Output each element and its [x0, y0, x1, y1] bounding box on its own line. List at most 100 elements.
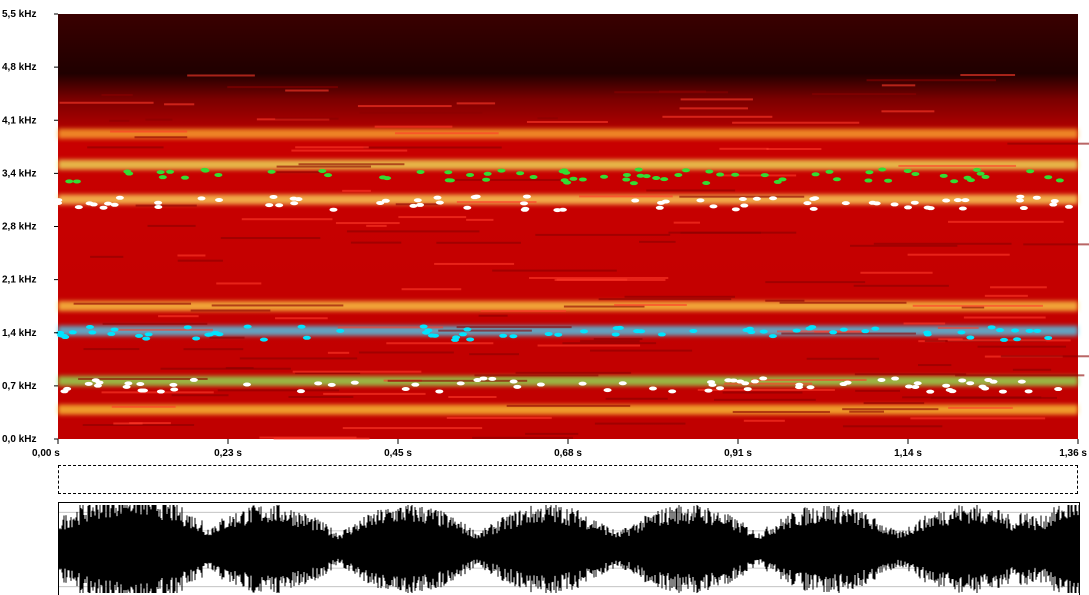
texture-streak [937, 326, 979, 329]
formant-dot [215, 197, 224, 202]
texture-streak [102, 322, 208, 325]
texture-streak [134, 136, 188, 139]
energy-band [58, 404, 1078, 415]
texture-streak [537, 117, 558, 120]
formant-dot [197, 196, 206, 201]
formant-dot [716, 386, 725, 391]
formant-dot [483, 171, 492, 176]
formant-dot [170, 387, 179, 392]
formant-dot [612, 326, 621, 331]
formant-dot [497, 168, 506, 173]
texture-streak [779, 301, 907, 304]
texture-streak [472, 436, 574, 439]
texture-streak [732, 410, 830, 413]
texture-streak [209, 336, 245, 339]
formant-dot [54, 198, 63, 203]
formant-dot [265, 203, 274, 208]
texture-streak [842, 408, 939, 411]
texture-streak [668, 231, 797, 234]
formant-dot [905, 384, 914, 389]
formant-dot [85, 201, 94, 206]
formant-dot [88, 330, 97, 335]
texture-streak [680, 98, 753, 101]
texture-streak [515, 371, 632, 374]
formant-dot [841, 201, 850, 206]
formant-dot [642, 174, 651, 179]
formant-dot [950, 179, 959, 184]
texture-streak [697, 388, 835, 391]
formant-dot [702, 180, 711, 185]
formant-dot [383, 176, 392, 181]
texture-streak [386, 342, 494, 345]
texture-streak [217, 389, 340, 392]
texture-streak [525, 432, 579, 435]
texture-streak [160, 367, 291, 370]
formant-dot [622, 172, 631, 177]
formant-dot [214, 172, 223, 177]
formant-dot [154, 200, 163, 205]
y-tick-label: 5,5 kHz [2, 9, 36, 20]
formant-dot [136, 382, 145, 387]
texture-streak [855, 389, 901, 392]
formant-dot [324, 173, 333, 178]
formant-dot [125, 171, 134, 176]
texture-streak [273, 437, 370, 440]
formant-dot [778, 177, 787, 182]
formant-dot [192, 336, 201, 341]
texture-streak [275, 317, 328, 320]
texture-streak [59, 101, 154, 104]
formant-dot [981, 386, 990, 391]
formant-dot [805, 326, 814, 331]
formant-dot [926, 206, 935, 211]
formant-dot [603, 388, 612, 393]
formant-dot [144, 332, 153, 337]
formant-dot [957, 330, 966, 335]
formant-dot [327, 382, 336, 387]
formant-dot [56, 330, 65, 335]
texture-streak [743, 419, 785, 422]
formant-dot [422, 330, 431, 335]
texture-streak [398, 216, 467, 219]
formant-dot [657, 200, 666, 205]
formant-dot [743, 387, 752, 392]
y-tick-label: 4,1 kHz [2, 115, 36, 126]
formant-dot [1015, 198, 1024, 203]
formant-dot [104, 201, 113, 206]
texture-streak [806, 357, 880, 360]
formant-dot [336, 328, 345, 333]
formant-dot [877, 377, 886, 382]
texture-streak [164, 103, 195, 106]
formant-dot [444, 170, 453, 175]
texture-streak [910, 417, 1046, 420]
texture-streak [342, 427, 483, 430]
texture-streak [1007, 142, 1089, 145]
formant-dot [707, 380, 716, 385]
texture-streak [873, 242, 1012, 245]
texture-streak [395, 132, 499, 135]
formant-dot [689, 328, 698, 333]
formant-dot [302, 335, 311, 340]
formant-dot [189, 377, 198, 382]
formant-dot [923, 330, 932, 335]
formant-dot [629, 181, 638, 186]
formant-dot [674, 172, 683, 177]
texture-streak [881, 110, 935, 113]
formant-dot [911, 171, 920, 176]
formant-dot [759, 376, 768, 381]
formant-dot [637, 329, 646, 334]
texture-streak [679, 107, 748, 110]
texture-streak [295, 146, 369, 149]
formant-dot [1013, 337, 1022, 342]
formant-dot [558, 169, 567, 174]
texture-streak [849, 244, 958, 247]
texture-streak [241, 218, 333, 221]
formant-dot [634, 167, 643, 172]
texture-streak [366, 224, 387, 227]
selection-strip[interactable] [58, 465, 1078, 494]
texture-streak [719, 147, 769, 150]
texture-streak [346, 230, 480, 233]
texture-streak [853, 284, 949, 287]
formant-dot [297, 324, 306, 329]
texture-streak [506, 404, 631, 407]
texture-streak [842, 425, 943, 428]
